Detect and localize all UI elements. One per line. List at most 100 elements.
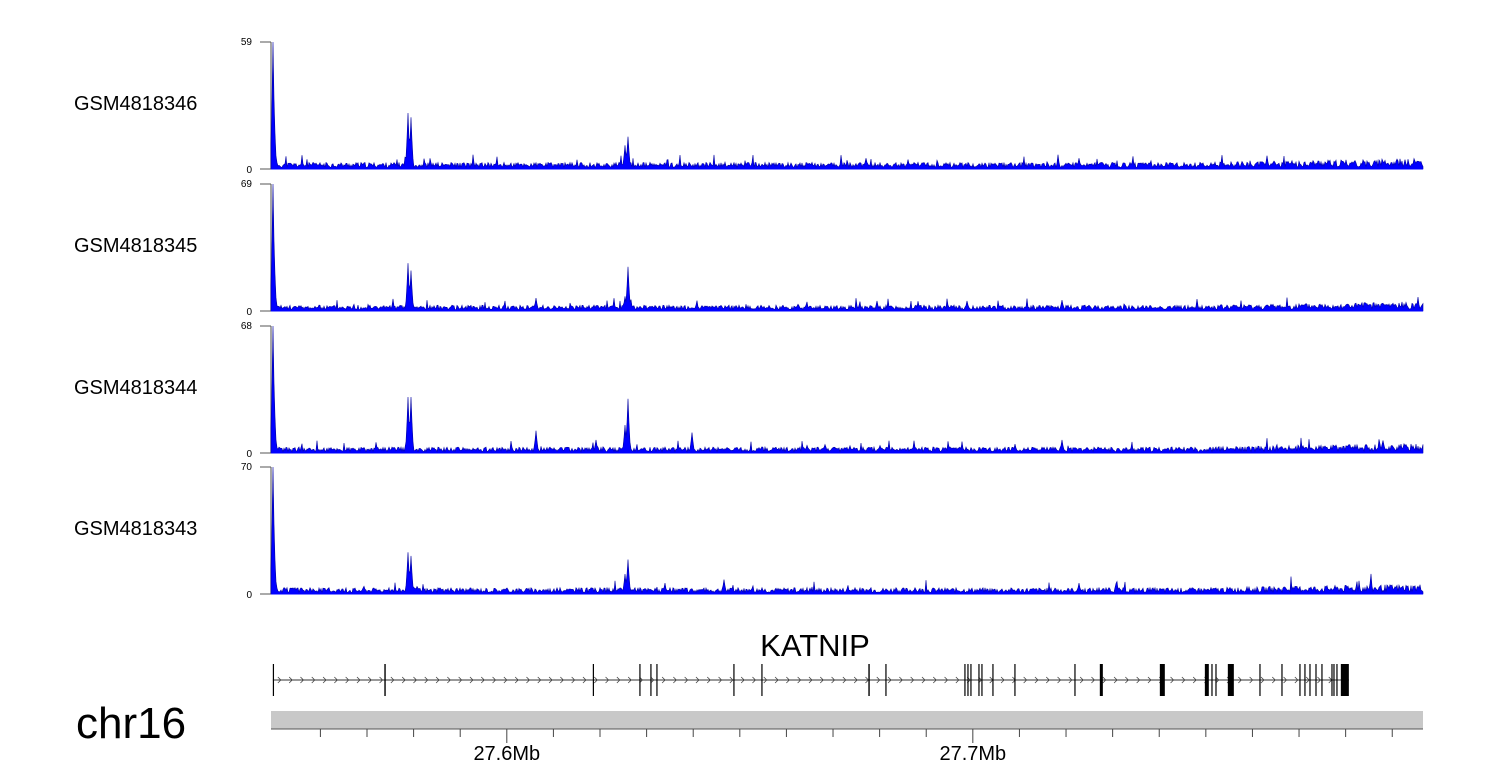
strand-arrow-icon <box>1249 676 1254 684</box>
y-min-label: 0 <box>246 307 252 318</box>
strand-arrow-icon <box>808 676 813 684</box>
exon <box>1340 664 1349 696</box>
x-tick-label: 27.7Mb <box>939 743 1006 765</box>
strand-arrow-icon <box>300 676 305 684</box>
exon <box>1215 664 1217 696</box>
strand-arrow-icon <box>1113 676 1118 684</box>
coverage-area <box>270 41 1424 170</box>
strand-arrow-icon <box>277 676 282 684</box>
strand-arrow-icon <box>661 676 666 684</box>
exon <box>1099 664 1103 696</box>
strand-arrow-icon <box>311 676 316 684</box>
exon <box>1309 664 1311 696</box>
strand-arrow-icon <box>729 676 734 684</box>
strand-arrow-icon <box>786 676 790 684</box>
exon <box>1336 664 1338 696</box>
strand-arrow-icon <box>740 676 745 684</box>
y-max-label: 69 <box>241 179 253 190</box>
exon <box>639 664 641 696</box>
track-label: GSM4818344 <box>74 377 197 399</box>
strand-arrow-icon <box>537 676 542 684</box>
gene-track: KATNIP <box>272 628 1349 696</box>
exon <box>1321 664 1323 696</box>
strand-arrow-icon <box>1192 676 1197 684</box>
strand-arrow-icon <box>1068 676 1073 684</box>
exon <box>650 664 652 696</box>
track-label: GSM4818343 <box>74 518 197 540</box>
strand-arrow-icon <box>650 676 655 684</box>
strand-arrow-icon <box>1271 676 1276 684</box>
strand-arrow-icon <box>435 676 440 684</box>
exon <box>272 664 275 696</box>
strand-arrow-icon <box>1181 676 1186 684</box>
coverage-tracks: GSM4818346590GSM4818345690GSM4818344680G… <box>74 37 1424 601</box>
strand-arrow-icon <box>887 676 892 684</box>
strand-arrow-icon <box>345 676 350 684</box>
strand-arrow-icon <box>401 676 406 684</box>
strand-arrow-icon <box>1091 676 1096 684</box>
strand-arrow-icon <box>1023 676 1028 684</box>
coverage-track: GSM4818346 59 0 <box>74 37 1424 176</box>
exon <box>384 664 386 696</box>
strand-arrow-icon <box>763 676 768 684</box>
exon <box>1315 664 1317 696</box>
strand-arrow-icon <box>571 676 576 684</box>
y-max-label: 59 <box>241 37 253 48</box>
strand-arrow-icon <box>582 676 587 684</box>
strand-arrow-icon <box>684 676 689 684</box>
coverage-track: GSM4818344 68 0 <box>74 321 1424 460</box>
exon <box>1159 664 1165 696</box>
strand-arrow-icon <box>899 676 903 684</box>
strand-arrow-icon <box>1170 676 1175 684</box>
y-max-label: 70 <box>241 462 253 473</box>
coverage-track: GSM4818345 69 0 <box>74 179 1424 318</box>
strand-arrow-icon <box>367 676 372 684</box>
strand-arrow-icon <box>1136 676 1141 684</box>
chromosome-label: chr16 <box>76 699 186 748</box>
strand-arrow-icon <box>469 676 474 684</box>
exon <box>1259 664 1261 696</box>
strand-arrow-icon <box>548 676 553 684</box>
strand-arrow-icon <box>1057 676 1062 684</box>
strand-arrow-icon <box>1238 676 1242 684</box>
strand-arrow-icon <box>390 676 395 684</box>
coverage-area <box>270 183 1424 312</box>
strand-arrow-icon <box>819 676 824 684</box>
strand-arrow-icon <box>492 676 497 684</box>
strand-arrow-icon <box>695 676 700 684</box>
exon <box>1074 664 1076 696</box>
strand-arrow-icon <box>413 676 418 684</box>
exon <box>1304 664 1306 696</box>
strand-arrow-icon <box>932 676 937 684</box>
exon <box>964 664 966 696</box>
exon <box>1299 664 1301 696</box>
y-max-label: 68 <box>241 321 253 332</box>
strand-arrow-icon <box>1294 676 1299 684</box>
strand-arrow-icon <box>1125 676 1129 684</box>
strand-arrow-icon <box>853 676 858 684</box>
strand-arrow-icon <box>774 676 779 684</box>
track-label: GSM4818346 <box>74 93 197 115</box>
ideogram-bar <box>271 711 1423 729</box>
y-min-label: 0 <box>246 165 252 176</box>
exon <box>978 664 980 696</box>
x-tick-label: 27.6Mb <box>473 743 540 765</box>
strand-arrow-icon <box>322 676 327 684</box>
strand-arrow-icon <box>447 676 451 684</box>
strand-arrow-icon <box>379 676 384 684</box>
strand-arrow-icon <box>334 676 338 684</box>
strand-arrow-icon <box>424 676 429 684</box>
strand-arrow-icon <box>514 676 519 684</box>
strand-arrow-icon <box>1283 676 1288 684</box>
coverage-area <box>270 466 1424 595</box>
strand-arrow-icon <box>627 676 632 684</box>
exon <box>592 664 594 696</box>
strand-arrow-icon <box>356 676 361 684</box>
exon <box>733 664 735 696</box>
exon <box>868 664 870 696</box>
strand-arrow-icon <box>480 676 485 684</box>
strand-arrow-icon <box>560 676 564 684</box>
track-label: GSM4818345 <box>74 235 197 257</box>
exon <box>656 664 658 696</box>
